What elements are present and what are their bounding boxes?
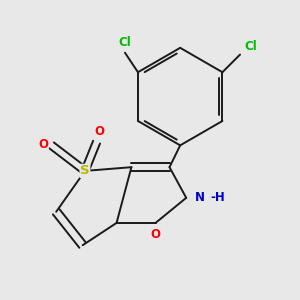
- Text: Cl: Cl: [118, 36, 131, 49]
- Text: S: S: [80, 164, 90, 177]
- Text: O: O: [151, 228, 160, 241]
- Text: -H: -H: [210, 191, 225, 204]
- Text: Cl: Cl: [244, 40, 257, 53]
- Text: O: O: [94, 125, 104, 138]
- Text: O: O: [38, 138, 48, 151]
- Text: N: N: [195, 191, 205, 204]
